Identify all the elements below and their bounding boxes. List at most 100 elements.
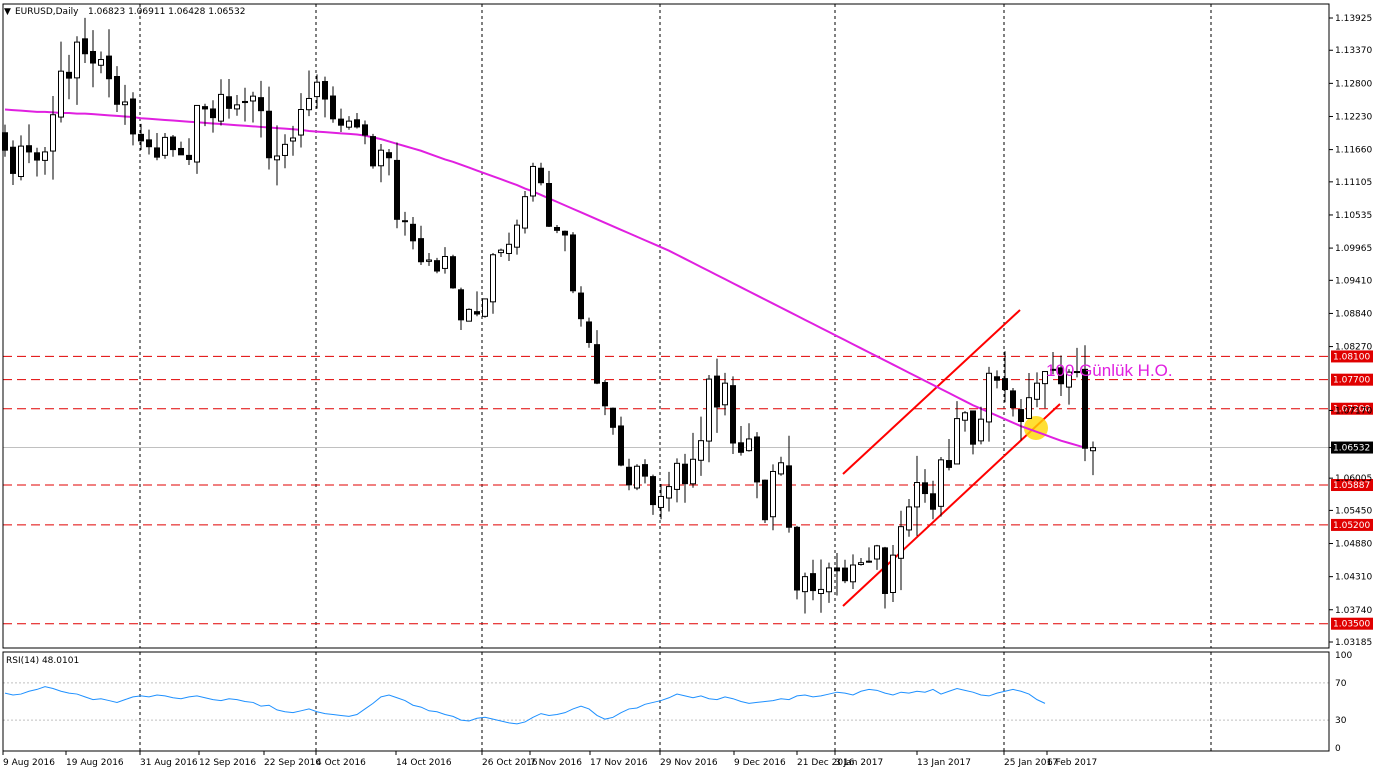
candle-body: [826, 567, 832, 593]
level-label: 1.05887: [1333, 481, 1370, 491]
candle-body: [786, 465, 792, 528]
x-tick-label: 7 Nov 2016: [530, 758, 582, 768]
candle: [130, 92, 136, 146]
candle: [98, 51, 104, 74]
x-tick-label: 3 Jan 2017: [835, 758, 883, 768]
candle-body: [490, 254, 496, 303]
candle-body: [634, 465, 640, 489]
candle-body: [914, 482, 920, 508]
candle: [722, 372, 728, 416]
candle: [802, 572, 808, 614]
candle-body: [210, 108, 216, 119]
candle-body: [314, 81, 320, 98]
candle: [618, 416, 624, 467]
candle: [938, 457, 944, 517]
candle-body: [514, 224, 520, 248]
candle: [58, 41, 64, 123]
y-tick-label: 1.11660: [1335, 146, 1372, 156]
candle-body: [714, 375, 720, 408]
candle-body: [162, 136, 168, 156]
ohlc-label: 1.06823 1.06911 1.06428 1.06532: [88, 7, 245, 17]
candle-body: [610, 407, 616, 428]
candle-body: [674, 462, 680, 490]
candle: [1026, 372, 1032, 420]
candle: [146, 129, 152, 155]
candle: [778, 456, 784, 476]
candle-body: [26, 145, 32, 153]
y-tick-label: 1.08840: [1335, 309, 1372, 319]
candle-body: [1042, 371, 1048, 385]
candle-body: [1002, 378, 1008, 391]
level-label: 1.08100: [1333, 352, 1370, 362]
candle-body: [1026, 397, 1032, 419]
candle-body: [794, 526, 800, 591]
candle: [914, 455, 920, 536]
candle-body: [378, 149, 384, 167]
candle-body: [1058, 367, 1064, 385]
candle-body: [146, 139, 152, 148]
candle-body: [18, 145, 24, 178]
candle-body: [842, 567, 848, 582]
candle-body: [418, 238, 424, 263]
candle-body: [290, 137, 296, 142]
candle: [450, 254, 456, 289]
candle: [714, 358, 720, 433]
candle-body: [34, 152, 40, 161]
candle: [666, 471, 672, 512]
candle-body: [906, 506, 912, 531]
candle-body: [562, 230, 568, 236]
candle: [898, 510, 904, 591]
candle-body: [834, 567, 840, 572]
candle-body: [690, 458, 696, 485]
candle: [514, 219, 520, 255]
candle: [634, 464, 640, 491]
candle: [866, 547, 872, 563]
candle-body: [10, 146, 16, 174]
y-tick-label: 1.12230: [1335, 112, 1372, 122]
candle-body: [522, 196, 528, 229]
candle-body: [746, 438, 752, 452]
y-tick-label: 1.13925: [1335, 14, 1372, 24]
candle: [18, 135, 24, 181]
candle: [402, 211, 408, 236]
candle-body: [650, 476, 656, 506]
x-tick-label: 19 Aug 2016: [66, 758, 124, 768]
candle-body: [1034, 382, 1040, 400]
candle-body: [74, 41, 80, 79]
candle-body: [1018, 409, 1024, 423]
candle-body: [546, 182, 552, 227]
rsi-line: [4, 686, 1046, 725]
candle: [690, 432, 696, 488]
candle-body: [970, 410, 976, 445]
candle-body: [170, 136, 176, 151]
rsi-panel: [3, 682, 1329, 725]
x-tick-label: 9 Dec 2016: [734, 758, 786, 768]
candle-body: [234, 104, 240, 110]
candle: [258, 80, 264, 138]
x-tick-label: 22 Sep 2016: [264, 758, 321, 768]
candle: [954, 401, 960, 465]
candle: [154, 133, 160, 161]
candle-body: [306, 97, 312, 111]
y-tick-label: 1.04880: [1335, 540, 1372, 550]
candle: [362, 120, 368, 145]
candle: [834, 552, 840, 596]
x-tick-label: 13 Jan 2017: [917, 758, 971, 768]
candle: [674, 458, 680, 503]
candle: [386, 148, 392, 176]
candle: [74, 36, 80, 105]
candle-body: [426, 259, 432, 262]
candle: [418, 225, 424, 266]
candle: [986, 366, 992, 442]
candle-body: [594, 344, 600, 384]
candle: [786, 435, 792, 533]
y-tick-label: 1.03740: [1335, 606, 1372, 616]
candle: [826, 562, 832, 603]
chart-menu-icon[interactable]: ▼: [4, 7, 11, 17]
candle: [442, 247, 448, 274]
y-tick-label: 1.09965: [1335, 244, 1372, 254]
candle: [242, 87, 248, 122]
rsi-tick-label: 30: [1335, 716, 1347, 726]
candle-body: [274, 155, 280, 161]
